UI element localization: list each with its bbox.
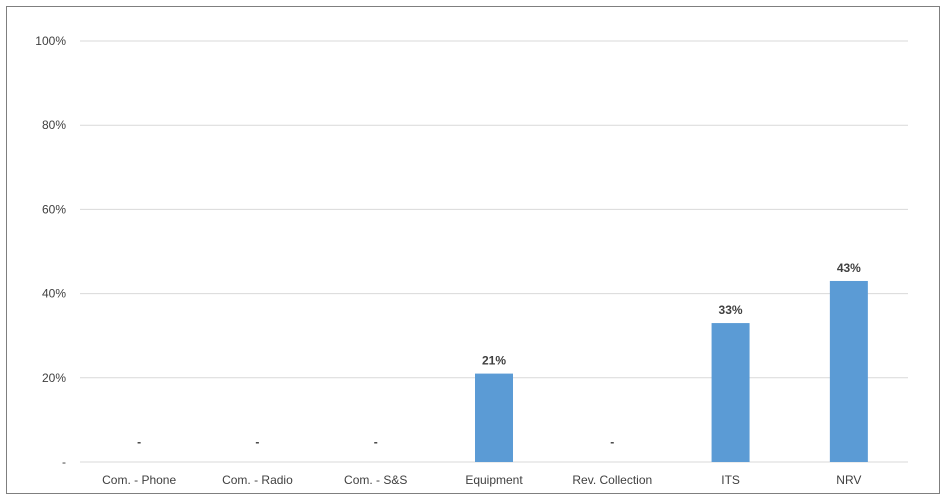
y-tick-label: 20%: [42, 371, 66, 385]
bars: [475, 280, 868, 462]
y-tick-label: 40%: [42, 287, 66, 301]
data-label: -: [610, 435, 614, 449]
data-label: 21%: [482, 354, 506, 368]
y-tick-label: 80%: [42, 118, 66, 132]
x-tick-label: ITS: [721, 473, 740, 487]
bar: [829, 280, 868, 462]
chart-frame: [6, 6, 940, 494]
data-label: 33%: [719, 303, 743, 317]
x-tick-label: Equipment: [465, 473, 523, 487]
bar: [711, 323, 750, 462]
data-labels: - - - 21% - 33% 43%: [137, 261, 861, 449]
y-axis-tick-labels: - 20% 40% 60% 80% 100%: [35, 34, 66, 469]
y-tick-label: -: [62, 455, 66, 469]
y-tick-label: 100%: [35, 34, 66, 48]
data-label: 43%: [837, 261, 861, 275]
y-tick-label: 60%: [42, 202, 66, 216]
x-tick-label: Rev. Collection: [572, 473, 652, 487]
x-tick-label: Com. - Phone: [102, 473, 176, 487]
x-tick-label: Com. - S&S: [344, 473, 407, 487]
x-axis-tick-labels: Com. - Phone Com. - Radio Com. - S&S Equipm…: [102, 473, 861, 487]
x-tick-label: Com. - Radio: [222, 473, 293, 487]
bar: [475, 373, 513, 462]
x-tick-label: NRV: [836, 473, 861, 487]
data-label: -: [255, 435, 259, 449]
data-label: -: [374, 435, 378, 449]
data-label: -: [137, 435, 141, 449]
